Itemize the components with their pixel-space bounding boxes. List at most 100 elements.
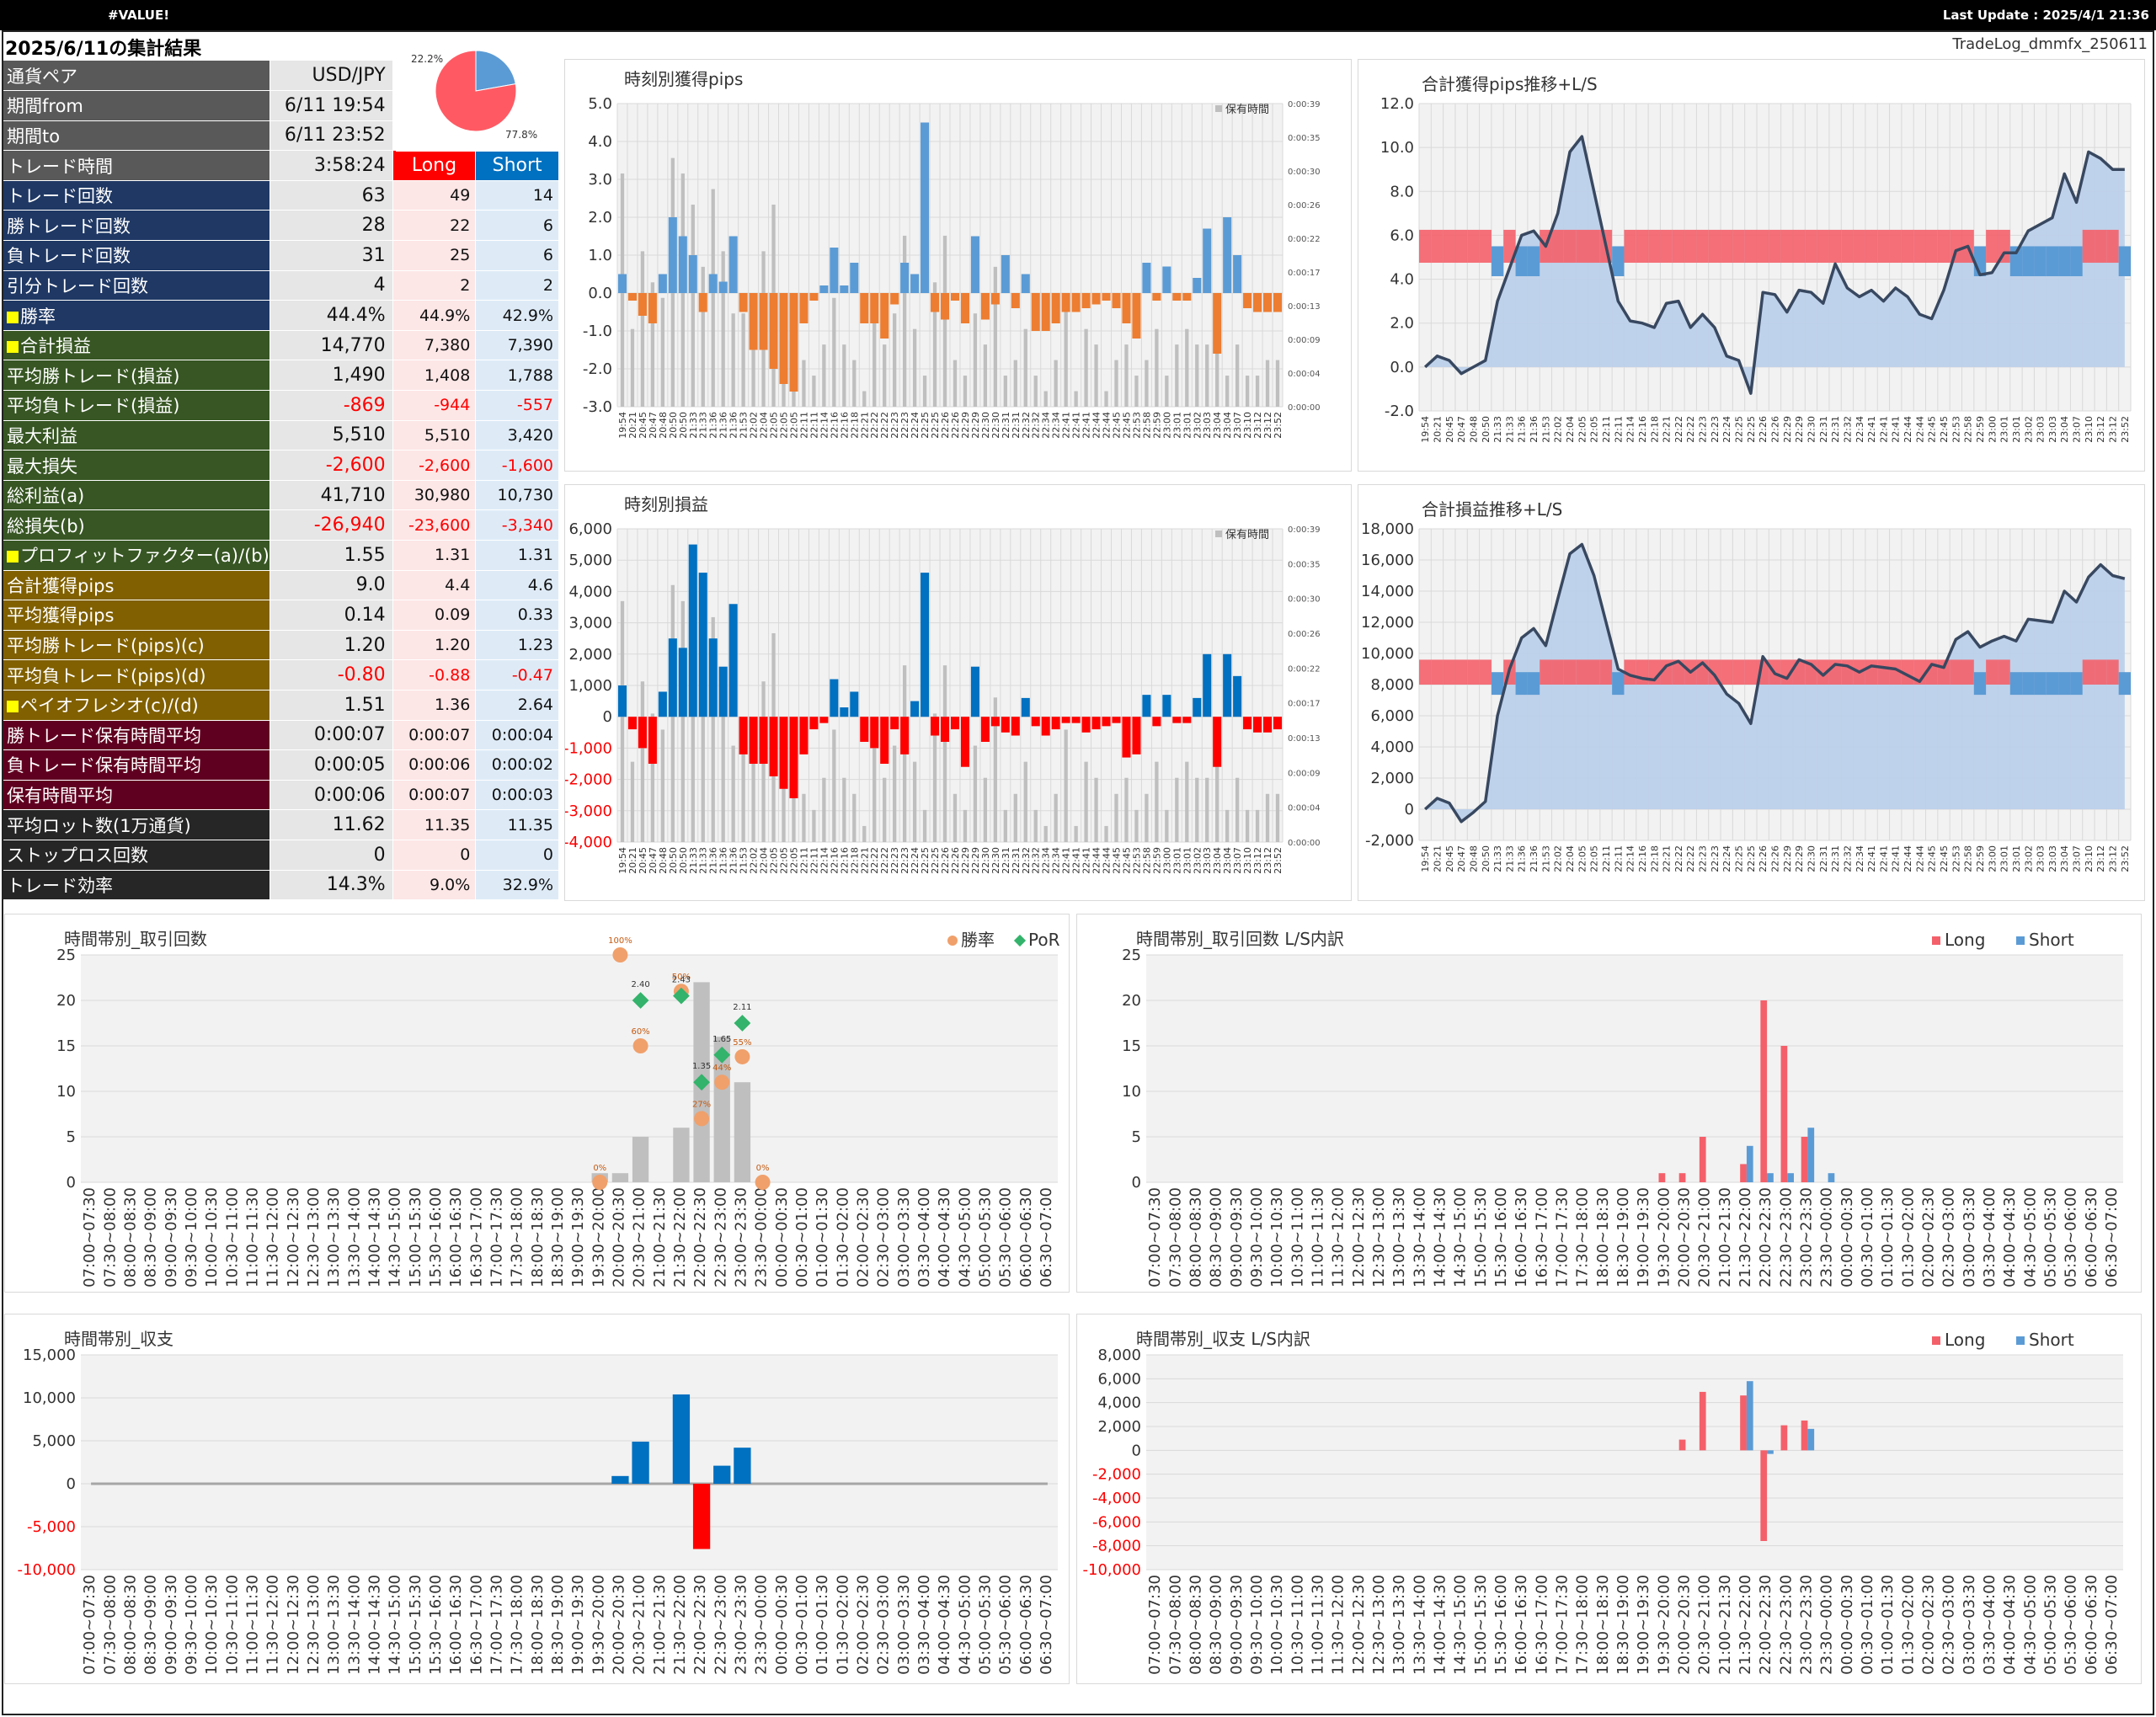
x-tick-label: 21:36 — [1517, 845, 1528, 872]
x-tick-label: 21:36 — [728, 412, 739, 439]
bar — [789, 293, 798, 392]
hold-time-bar — [1003, 376, 1007, 407]
bar — [1081, 293, 1091, 308]
y-tick-label: 0 — [67, 1174, 76, 1192]
bar — [921, 122, 930, 293]
short-bar — [1787, 1173, 1794, 1182]
x-tick-label: 16:30~17:00 — [1533, 1187, 1550, 1288]
stats-long-value: 1.31 — [392, 540, 477, 571]
short-band-segment — [1527, 672, 1540, 696]
x-tick-label: 21:00~21:30 — [651, 1575, 669, 1675]
short-band-segment — [1973, 672, 1987, 696]
x-tick-label: 22:29 — [1782, 416, 1793, 443]
y-tick-label: -2,000 — [1092, 1466, 1141, 1484]
chart-title: 時間帯別_取引回数 — [64, 929, 207, 949]
x-tick-label: 19:30~20:00 — [590, 1187, 607, 1288]
x-tick-label: 22:31 — [1818, 845, 1829, 872]
y-tick-label: -2.0 — [1385, 403, 1414, 420]
stats-total-value: 3:58:24 — [270, 150, 393, 181]
hold-time-bar — [1255, 376, 1260, 407]
long-band-segment — [1744, 229, 1758, 264]
winrate-label: 100% — [608, 936, 632, 946]
x-tick-label: 22:41 — [1061, 847, 1072, 874]
chart-title: 時刻別獲得pips — [624, 69, 743, 89]
hold-time-bar — [1185, 328, 1189, 407]
stats-short-value: 0.33 — [475, 600, 559, 631]
y-tick-label: 15 — [1122, 1037, 1141, 1055]
legend-label: Short — [2029, 930, 2074, 950]
x-tick-label: 04:00~04:30 — [936, 1575, 953, 1675]
stats-long-value: 1,408 — [392, 360, 477, 392]
stats-long-value: 5,510 — [392, 420, 477, 451]
stats-total-value: 1.55 — [270, 540, 393, 571]
x-tick-label: 07:00~07:30 — [81, 1187, 99, 1288]
top-status-bar: #VALUE! Last Update : 2025/4/1 21:36 — [0, 0, 2156, 30]
pie-panel: 22.2% 77.8% — [396, 42, 564, 152]
cumulative-line — [1423, 135, 2125, 395]
bar — [990, 717, 1000, 727]
x-tick-label: 22:26 — [1758, 845, 1769, 872]
por-marker — [734, 1015, 751, 1032]
hold-time-bar — [650, 282, 655, 407]
hold-time-bar — [650, 713, 655, 842]
x-tick-label: 22:44 — [1091, 412, 1102, 439]
x-tick-label: 00:00~00:30 — [773, 1187, 791, 1288]
pie-long-label: 77.8% — [505, 129, 537, 141]
y2-tick-label: 0:00:13 — [1288, 302, 1321, 312]
bar — [850, 263, 859, 293]
long-band-segment — [1744, 659, 1758, 685]
x-tick-label: 21:36 — [708, 412, 719, 439]
bar — [1213, 717, 1222, 767]
bar — [819, 717, 829, 723]
x-tick-label: 12:00~12:30 — [285, 1187, 302, 1288]
stats-row: トレード回数 63 49 14 — [3, 180, 559, 211]
x-tick-label: 23:52 — [1273, 412, 1283, 439]
hold-time-bar — [1074, 825, 1078, 842]
highlight-marker-icon — [7, 551, 19, 563]
x-tick-label: 16:30~17:00 — [1533, 1575, 1550, 1675]
bar — [1071, 717, 1081, 723]
y-tick-label: 4.0 — [1390, 271, 1414, 289]
long-band-segment — [1769, 229, 1781, 264]
hold-time-bar — [1023, 328, 1027, 407]
x-tick-label: 06:00~06:30 — [1017, 1575, 1035, 1675]
x-tick-label: 22:22 — [869, 412, 880, 439]
stats-short-value: -0.47 — [475, 659, 559, 691]
long-band-segment — [2095, 659, 2107, 685]
long-band-segment — [1937, 229, 1951, 264]
bar — [1122, 717, 1131, 758]
long-band-segment — [2106, 229, 2119, 264]
x-tick-label: 22:34 — [1854, 416, 1865, 443]
stats-short-value: -1,600 — [475, 450, 559, 481]
x-tick-label: 21:00~21:30 — [1716, 1187, 1734, 1288]
hold-time-bar — [1165, 376, 1169, 407]
hold-time-bar — [660, 297, 665, 407]
x-tick-label: 22:04 — [759, 847, 770, 874]
y-tick-label: 2,000 — [568, 646, 612, 664]
stats-short-value: 42.9% — [475, 300, 559, 331]
hold-time-bar — [1033, 809, 1038, 842]
x-tick-label: 20:50 — [1481, 416, 1492, 443]
x-tick-label: 05:30~06:00 — [2063, 1187, 2080, 1288]
x-tick-label: 01:30~02:00 — [1899, 1575, 1917, 1675]
stats-label-text: 最大利益 — [7, 425, 77, 446]
x-tick-label: 11:00~11:30 — [1309, 1187, 1326, 1288]
legend-label: 保有時間 — [1225, 104, 1269, 116]
stats-short-value: 11.35 — [475, 809, 559, 840]
stats-total-value: 0.14 — [270, 600, 393, 631]
x-tick-label: 03:00~03:30 — [895, 1187, 913, 1288]
x-tick-label: 22:05 — [788, 847, 799, 874]
hold-time-bar — [1235, 344, 1240, 407]
x-tick-label: 07:00~07:30 — [81, 1575, 99, 1675]
x-tick-label: 23:04 — [1212, 412, 1223, 439]
x-tick-label: 03:00~03:30 — [1961, 1575, 1978, 1675]
long-bar — [1801, 1420, 1808, 1451]
x-tick-label: 16:00~16:30 — [447, 1187, 465, 1288]
x-tick-label: 15:30~16:00 — [427, 1575, 445, 1675]
stats-row: 平均勝トレード(損益) 1,490 1,408 1,788 — [3, 360, 559, 392]
y-tick-label: 8,000 — [1097, 1346, 1141, 1364]
x-tick-label: 23:02 — [1192, 847, 1203, 874]
x-tick-label: 21:36 — [728, 847, 739, 874]
x-tick-label: 22:45 — [1927, 416, 1938, 443]
x-tick-label: 12:30~13:00 — [1370, 1187, 1388, 1288]
